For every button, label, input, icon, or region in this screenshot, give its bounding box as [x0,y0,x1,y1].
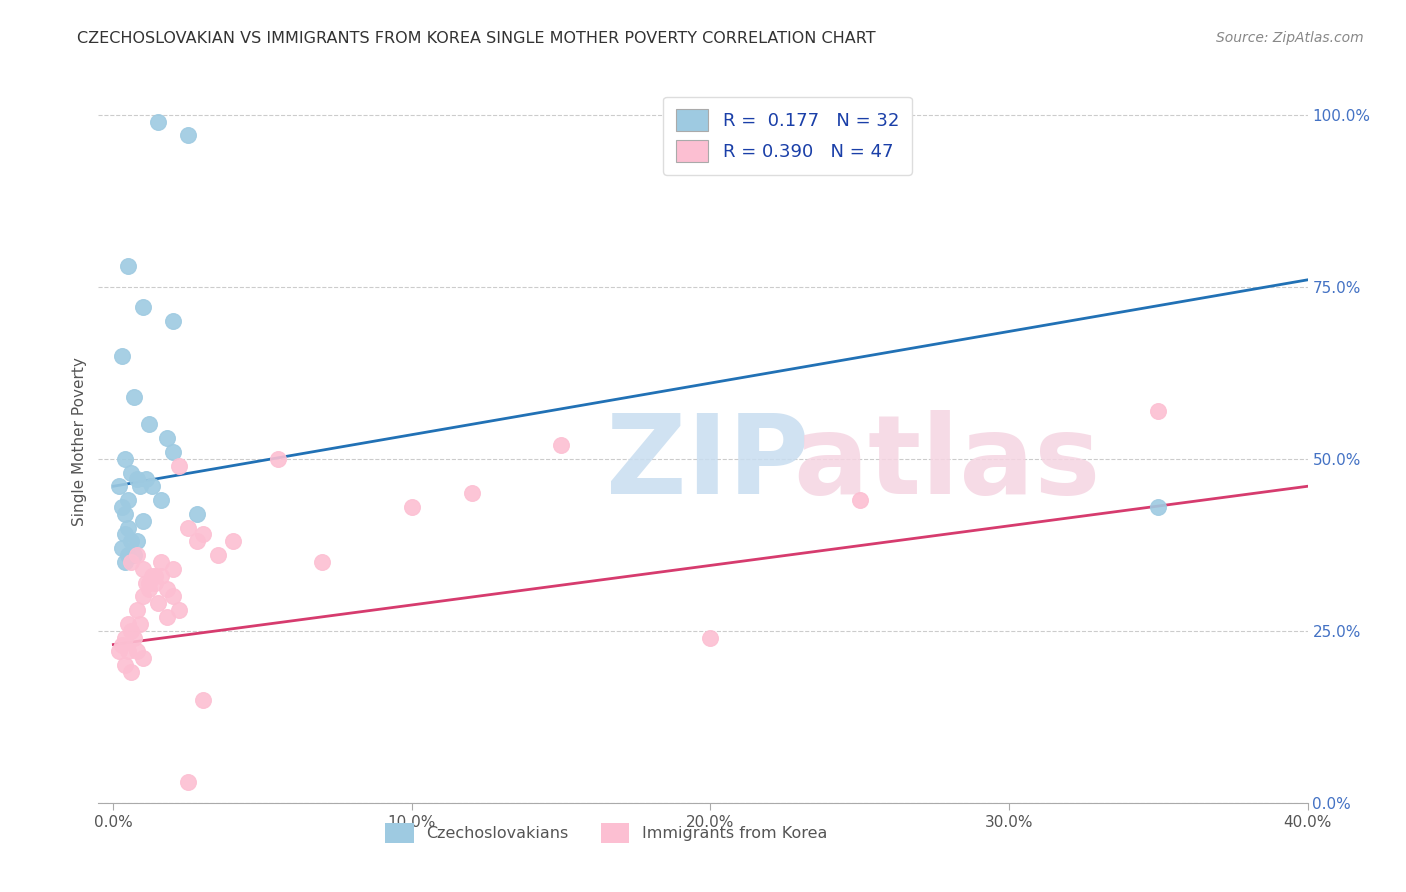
Point [129,479,152,493]
Point [117,644,139,658]
Point [129,616,152,631]
Point [117,548,139,562]
Point [135,575,157,590]
Point [1147,500,1170,514]
Point [132,301,155,315]
Point [138,575,160,590]
Point [150,493,173,508]
Point [122,548,145,562]
Point [186,534,208,549]
Point [266,451,288,466]
Point [222,534,245,549]
Point [143,575,166,590]
Point [111,541,134,556]
Point [127,472,149,486]
Point [114,507,136,521]
Point [311,555,333,569]
Point [117,520,139,534]
Point [132,562,155,576]
Point [117,493,139,508]
Point [138,417,160,432]
Point [127,534,149,549]
Point [122,390,145,404]
Point [108,644,131,658]
Point [150,555,173,569]
Point [120,534,142,549]
Point [162,590,184,604]
Point [111,500,134,514]
Point [143,568,166,582]
Legend: Czechoslovakians, Immigrants from Korea: Czechoslovakians, Immigrants from Korea [378,817,834,849]
Text: ZIP: ZIP [606,409,810,516]
Point [848,493,870,508]
Point [401,500,423,514]
Point [120,624,142,638]
Point [177,775,200,789]
Point [111,349,134,363]
Text: CZECHOSLOVAKIAN VS IMMIGRANTS FROM KOREA SINGLE MOTHER POVERTY CORRELATION CHART: CZECHOSLOVAKIAN VS IMMIGRANTS FROM KOREA… [77,31,876,46]
Point [122,631,145,645]
Point [177,128,200,143]
Point [114,555,136,569]
Point [156,431,179,445]
Point [117,259,139,273]
Point [162,314,184,328]
Point [167,603,190,617]
Point [146,114,169,128]
Point [114,658,136,673]
Point [127,548,149,562]
Point [117,616,139,631]
Text: Source: ZipAtlas.com: Source: ZipAtlas.com [1216,31,1364,45]
Point [138,582,160,597]
Point [167,458,190,473]
Point [191,527,214,541]
Point [550,438,572,452]
Point [1147,403,1170,417]
Point [186,507,208,521]
Point [162,562,184,576]
Point [132,651,155,665]
Point [699,631,721,645]
Point [156,610,179,624]
Point [114,527,136,541]
Point [114,451,136,466]
Point [156,582,179,597]
Point [132,514,155,528]
Point [141,568,163,582]
Point [146,596,169,610]
Point [127,644,149,658]
Text: atlas: atlas [793,409,1101,516]
Point [111,638,134,652]
Point [132,590,155,604]
Y-axis label: Single Mother Poverty: Single Mother Poverty [72,357,87,526]
Point [120,466,142,480]
Point [460,486,482,500]
Point [207,548,229,562]
Point [120,555,142,569]
Point [135,472,157,486]
Point [127,603,149,617]
Point [141,479,163,493]
Point [162,445,184,459]
Point [150,568,173,582]
Point [108,479,131,493]
Point [177,520,200,534]
Point [120,665,142,679]
Point [114,631,136,645]
Point [191,692,214,706]
